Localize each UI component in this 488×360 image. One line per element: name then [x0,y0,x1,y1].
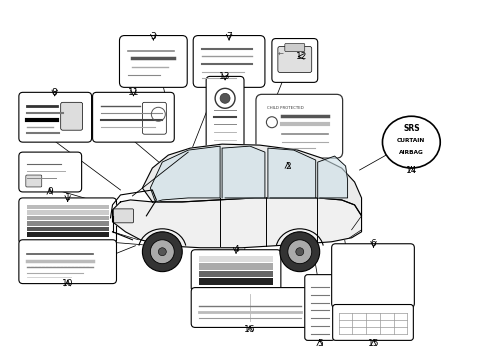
Circle shape [142,232,182,272]
Text: SRS: SRS [402,124,419,133]
Text: 4: 4 [233,245,238,254]
Bar [199,264,272,270]
Text: 5: 5 [316,339,322,348]
Bar [27,205,108,210]
Text: 3: 3 [150,32,156,41]
Polygon shape [150,146,220,202]
FancyBboxPatch shape [19,240,116,284]
Polygon shape [142,144,361,216]
FancyBboxPatch shape [119,36,187,87]
Circle shape [279,232,319,272]
Bar [27,233,108,237]
Text: 7: 7 [226,32,231,41]
FancyBboxPatch shape [255,94,342,158]
Text: 16: 16 [244,325,255,334]
Bar [199,278,272,285]
FancyBboxPatch shape [332,305,412,340]
Text: CURTAIN: CURTAIN [396,138,425,143]
Bar [199,256,272,262]
Text: 11: 11 [127,88,139,97]
Bar [199,271,272,277]
FancyBboxPatch shape [92,92,174,142]
FancyBboxPatch shape [285,44,304,51]
FancyBboxPatch shape [19,92,91,142]
Polygon shape [317,156,347,198]
FancyBboxPatch shape [193,36,264,87]
Text: 14: 14 [405,166,416,175]
Text: 13: 13 [219,72,230,81]
Text: 1: 1 [65,193,70,202]
FancyBboxPatch shape [113,209,133,223]
Polygon shape [222,146,264,198]
Circle shape [220,93,229,103]
Text: 2: 2 [285,162,290,171]
FancyBboxPatch shape [304,275,334,340]
Text: 9: 9 [47,188,53,197]
Bar [27,216,108,220]
Circle shape [295,248,303,256]
FancyBboxPatch shape [271,39,317,82]
FancyBboxPatch shape [19,198,116,244]
Text: 15: 15 [367,339,379,348]
FancyBboxPatch shape [277,46,311,72]
FancyBboxPatch shape [142,102,166,134]
Circle shape [158,248,166,256]
Text: ←: ← [277,51,283,58]
Text: 10: 10 [62,279,73,288]
FancyBboxPatch shape [206,76,244,156]
Circle shape [287,240,311,264]
FancyBboxPatch shape [26,175,41,187]
Bar [27,211,108,215]
FancyBboxPatch shape [191,288,308,328]
Circle shape [150,240,174,264]
Bar [27,221,108,226]
FancyBboxPatch shape [19,152,81,192]
Text: 12: 12 [296,52,307,61]
FancyBboxPatch shape [331,244,413,307]
Bar [27,227,108,231]
Polygon shape [112,198,361,248]
FancyBboxPatch shape [61,102,82,130]
Ellipse shape [382,116,439,168]
Text: CHILD PROTECTED: CHILD PROTECTED [267,106,304,110]
Text: 6: 6 [370,239,376,248]
Text: 8: 8 [52,88,58,97]
FancyBboxPatch shape [191,250,280,292]
Polygon shape [267,148,315,198]
Text: AIRBAG: AIRBAG [398,150,423,154]
